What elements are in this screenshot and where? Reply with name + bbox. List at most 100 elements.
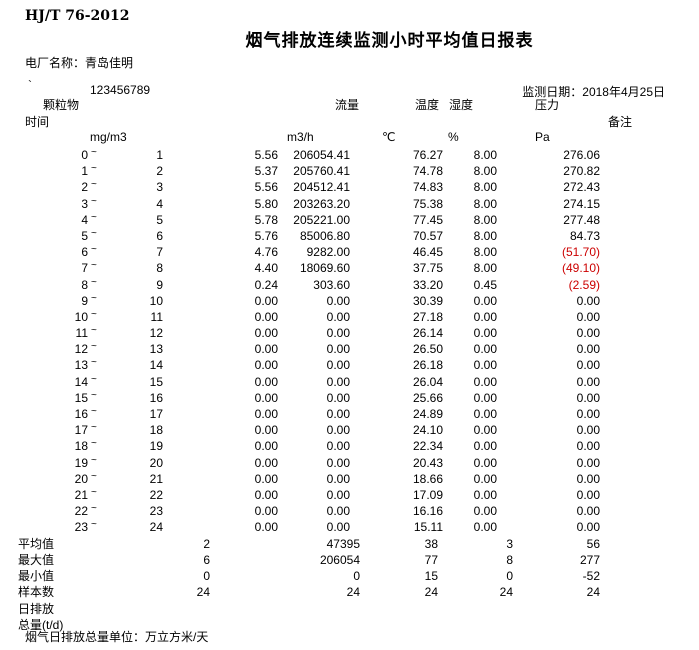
- pressure-value: 276.06: [563, 148, 600, 162]
- flow-value: 18069.60: [299, 261, 350, 276]
- pressure-value: 84.73: [569, 228, 600, 243]
- hour-start: 0: [81, 148, 88, 162]
- pressure-value: 0.00: [576, 293, 600, 308]
- tilde-mark: ~: [91, 163, 97, 175]
- humidity-value: 0.00: [473, 439, 497, 454]
- particulate-value: 4.40: [254, 261, 278, 276]
- flow-value: 206054.41: [293, 148, 350, 162]
- temperature-value: 24.10: [412, 423, 443, 438]
- summary-label: 样本数: [18, 585, 55, 600]
- hourly-rows: 0 ~1 5.56 206054.41 76.27 8.00 276.06 1 ~2 5.37 20…: [0, 147, 699, 536]
- humidity-value: 0.00: [473, 326, 497, 341]
- hour-start: 12: [74, 342, 88, 357]
- summary-value: 56: [586, 536, 600, 551]
- hour-start: 5: [81, 228, 88, 243]
- temperature-value: 74.83: [412, 180, 443, 195]
- tilde-mark: ~: [91, 341, 97, 353]
- hourly-row: 6 ~7 4.76 9282.00 46.45 8.00 (51.70): [0, 244, 699, 260]
- hourly-row: 10 ~11 0.00 0.00 27.18 0.00 0.00: [0, 309, 699, 325]
- tilde-mark: ~: [91, 292, 97, 304]
- hour-end: 20: [149, 455, 163, 470]
- hourly-row: 8 ~9 0.24 303.60 33.20 0.45 (2.59): [0, 277, 699, 293]
- hour-end: 16: [149, 390, 163, 405]
- column-header-pressure: 压力: [535, 98, 560, 112]
- temperature-value: 26.50: [412, 342, 443, 357]
- particulate-value: 5.56: [254, 148, 278, 162]
- particulate-value: 5.56: [254, 180, 278, 195]
- hourly-row: 23 ~24 0.00 0.00 15.11 0.00 0.00: [0, 519, 699, 535]
- hour-start: 22: [74, 504, 88, 519]
- pressure-value: (2.59): [568, 277, 600, 292]
- temperature-value: 27.18: [412, 309, 443, 324]
- hour-end: 10: [149, 293, 163, 308]
- summary-value: 277: [579, 552, 600, 567]
- tick-mark: `: [28, 78, 32, 92]
- column-header-particulate: 颗粒物: [43, 98, 80, 112]
- hour-start: 9: [81, 293, 88, 308]
- particulate-value: 5.78: [254, 212, 278, 227]
- hour-end: 11: [150, 309, 163, 324]
- particulate-value: 0.00: [254, 423, 278, 438]
- summary-rows: 平均值 2 47395 38 3 56 最大值 6 206054 77 8 277 最小值 0 0 15 0 -5…: [0, 536, 699, 633]
- hour-start: 18: [74, 439, 88, 454]
- particulate-value: 0.00: [254, 326, 278, 341]
- hour-end: 8: [156, 261, 163, 276]
- unit-temperature: ℃: [382, 130, 396, 144]
- humidity-value: 0.00: [473, 423, 497, 438]
- flow-value: 0.00: [326, 309, 350, 324]
- pressure-value: (49.10): [561, 261, 600, 276]
- humidity-value: 8.00: [473, 245, 497, 260]
- flow-value: 0.00: [326, 326, 350, 341]
- hour-start: 15: [74, 390, 88, 405]
- flow-value: 0.00: [326, 293, 350, 308]
- hour-end: 6: [156, 228, 163, 243]
- flow-value: 0.00: [326, 342, 350, 357]
- summary-value: -52: [582, 569, 600, 584]
- hour-end: 3: [156, 180, 163, 195]
- pressure-value: 0.00: [576, 504, 600, 519]
- temperature-value: 46.45: [412, 245, 443, 260]
- column-header-humidity: 湿度: [449, 98, 474, 112]
- hour-end: 18: [149, 423, 163, 438]
- hour-end: 14: [149, 358, 163, 373]
- summary-value: 24: [586, 585, 600, 600]
- particulate-value: 0.00: [254, 439, 278, 454]
- hourly-row: 22 ~23 0.00 0.00 16.16 0.00 0.00: [0, 503, 699, 519]
- footer-note: 烟气日排放总量单位：万立方米/天: [25, 630, 209, 644]
- flow-value: 0.00: [326, 504, 350, 519]
- summary-value: 6: [203, 552, 210, 567]
- standard-code: HJ/T 76-2012: [25, 8, 130, 24]
- pressure-value: 0.00: [576, 423, 600, 438]
- pressure-value: 0.00: [576, 342, 600, 357]
- summary-value: 0: [203, 569, 210, 584]
- unit-particulate: mg/m3: [90, 130, 127, 144]
- hour-end: 24: [149, 520, 163, 535]
- tilde-mark: ~: [91, 389, 97, 401]
- summary-row: 日排放: [0, 601, 699, 617]
- hourly-row: 20 ~21 0.00 0.00 18.66 0.00 0.00: [0, 471, 699, 487]
- hour-start: 20: [74, 471, 88, 486]
- summary-value: 0: [353, 569, 360, 584]
- pressure-value: 272.43: [563, 180, 600, 195]
- summary-label: 平均值: [18, 536, 55, 551]
- flow-value: 0.00: [326, 455, 350, 470]
- summary-value: 15: [424, 569, 438, 584]
- particulate-value: 5.37: [254, 164, 278, 179]
- humidity-value: 8.00: [473, 164, 497, 179]
- tilde-mark: ~: [91, 179, 97, 191]
- flow-value: 204512.41: [293, 180, 350, 195]
- humidity-value: 0.00: [473, 471, 497, 486]
- pressure-value: 0.00: [576, 455, 600, 470]
- pressure-value: 0.00: [576, 390, 600, 405]
- particulate-value: 0.00: [254, 358, 278, 373]
- hour-start: 4: [81, 212, 88, 227]
- summary-row: 最小值 0 0 15 0 -52: [0, 568, 699, 584]
- hour-end: 12: [149, 326, 163, 341]
- particulate-value: 0.00: [254, 390, 278, 405]
- tilde-mark: ~: [91, 308, 97, 320]
- hourly-row: 3 ~4 5.80 203263.20 75.38 8.00 274.15: [0, 196, 699, 212]
- summary-row: 样本数 24 24 24 24 24: [0, 584, 699, 600]
- tilde-mark: ~: [91, 227, 97, 239]
- flow-value: 0.00: [326, 390, 350, 405]
